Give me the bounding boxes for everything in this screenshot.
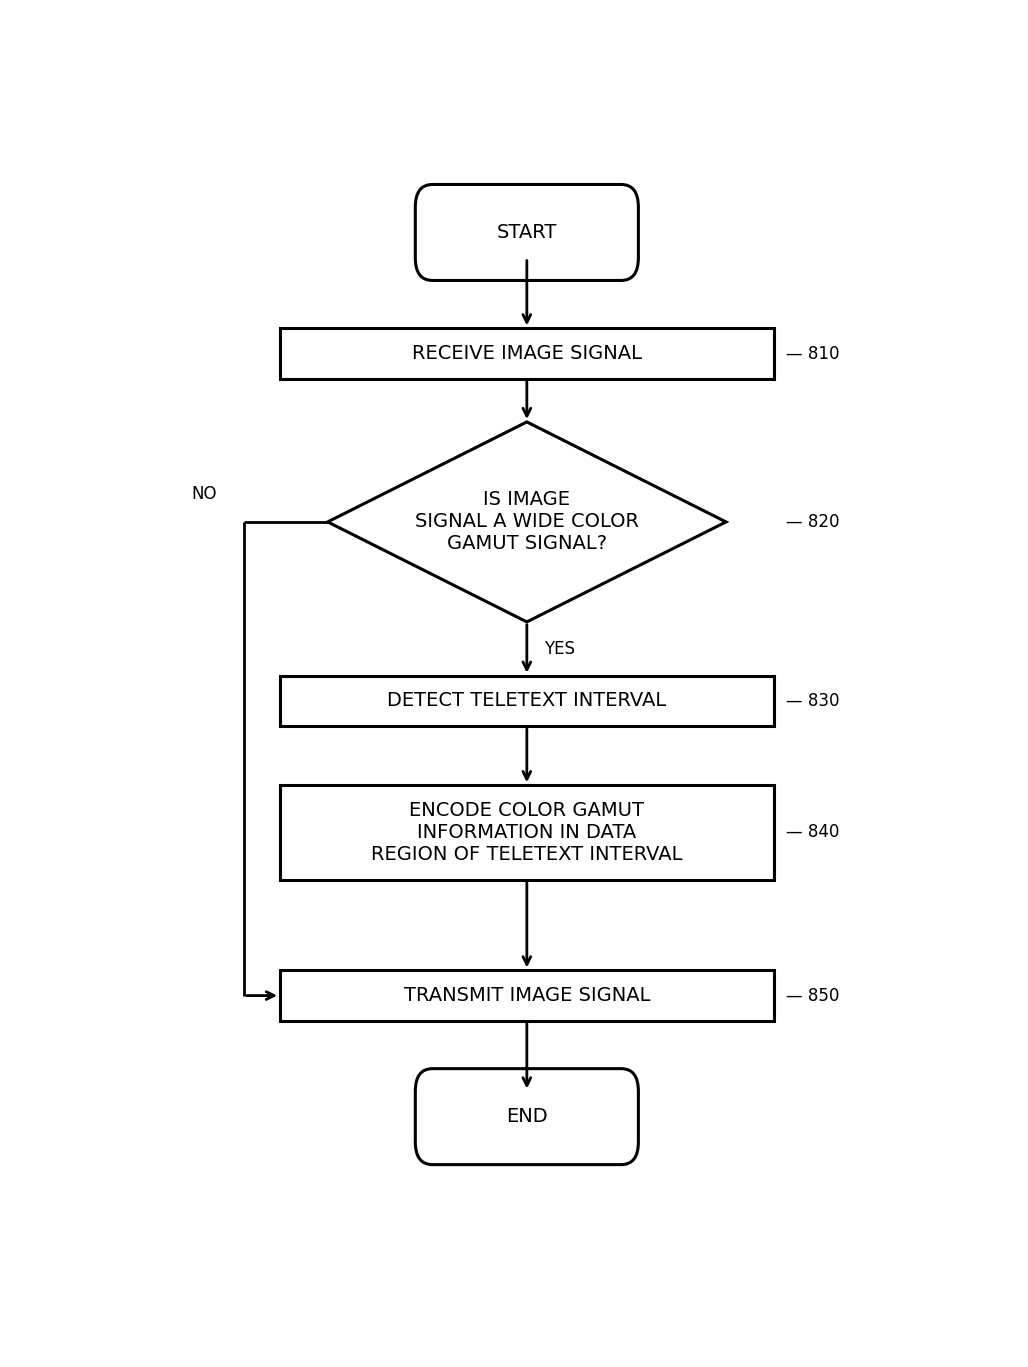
FancyBboxPatch shape: [415, 185, 638, 280]
Text: NO: NO: [191, 485, 217, 503]
Text: RECEIVE IMAGE SIGNAL: RECEIVE IMAGE SIGNAL: [412, 344, 641, 364]
Text: — 820: — 820: [785, 513, 839, 530]
Text: — 810: — 810: [785, 344, 839, 362]
Bar: [280, 328, 774, 379]
Text: IS IMAGE
SIGNAL A WIDE COLOR
GAMUT SIGNAL?: IS IMAGE SIGNAL A WIDE COLOR GAMUT SIGNA…: [415, 491, 638, 554]
Text: — 830: — 830: [785, 692, 839, 709]
Bar: [280, 785, 774, 880]
Text: TRANSMIT IMAGE SIGNAL: TRANSMIT IMAGE SIGNAL: [404, 986, 650, 1005]
Bar: [280, 675, 774, 726]
Bar: [280, 971, 774, 1021]
FancyBboxPatch shape: [415, 1069, 638, 1165]
Text: — 850: — 850: [785, 987, 839, 1005]
Text: END: END: [506, 1107, 548, 1126]
Text: YES: YES: [545, 640, 576, 658]
Polygon shape: [328, 422, 726, 622]
Text: DETECT TELETEXT INTERVAL: DETECT TELETEXT INTERVAL: [388, 692, 666, 711]
Text: ENCODE COLOR GAMUT
INFORMATION IN DATA
REGION OF TELETEXT INTERVAL: ENCODE COLOR GAMUT INFORMATION IN DATA R…: [371, 801, 683, 864]
Text: — 840: — 840: [785, 823, 839, 842]
Text: START: START: [497, 223, 557, 242]
